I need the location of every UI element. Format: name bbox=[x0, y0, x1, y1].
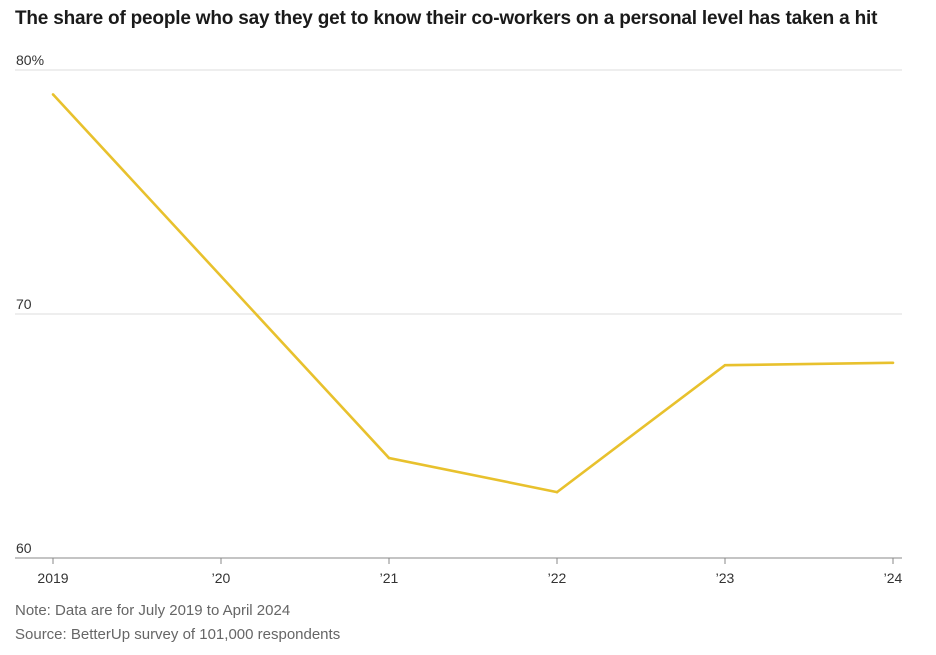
y-tick-label-60: 60 bbox=[16, 540, 32, 556]
y-tick-label-70: 70 bbox=[16, 296, 32, 312]
series bbox=[51, 93, 895, 494]
x-axis-tick-labels: 2019 ’20 ’21 ’22 ’23 ’24 bbox=[37, 570, 902, 586]
x-tick-label-2023: ’23 bbox=[716, 570, 735, 586]
y-axis-tick-labels: 80% 70 60 bbox=[16, 52, 44, 556]
y-tick-label-80: 80% bbox=[16, 52, 44, 68]
x-tick-label-2020: ’20 bbox=[212, 570, 231, 586]
data-point-0-0 bbox=[51, 93, 55, 96]
series-line-0 bbox=[52, 93, 894, 494]
chart-source: Source: BetterUp survey of 101,000 respo… bbox=[15, 626, 341, 643]
chart-note: Note: Data are for July 2019 to April 20… bbox=[15, 602, 291, 619]
x-tick-label-2021: ’21 bbox=[380, 570, 399, 586]
data-point-0-2 bbox=[555, 490, 559, 494]
x-tick-label-2024: ’24 bbox=[884, 570, 903, 586]
chart-title: The share of people who say they get to … bbox=[15, 8, 878, 29]
x-axis bbox=[15, 557, 902, 564]
data-point-0-4 bbox=[891, 361, 895, 365]
gridlines bbox=[15, 69, 902, 315]
x-tick-label-2019: 2019 bbox=[37, 570, 68, 586]
x-tick-label-2022: ’22 bbox=[548, 570, 567, 586]
data-point-0-1 bbox=[387, 456, 391, 460]
data-point-0-3 bbox=[723, 363, 727, 367]
